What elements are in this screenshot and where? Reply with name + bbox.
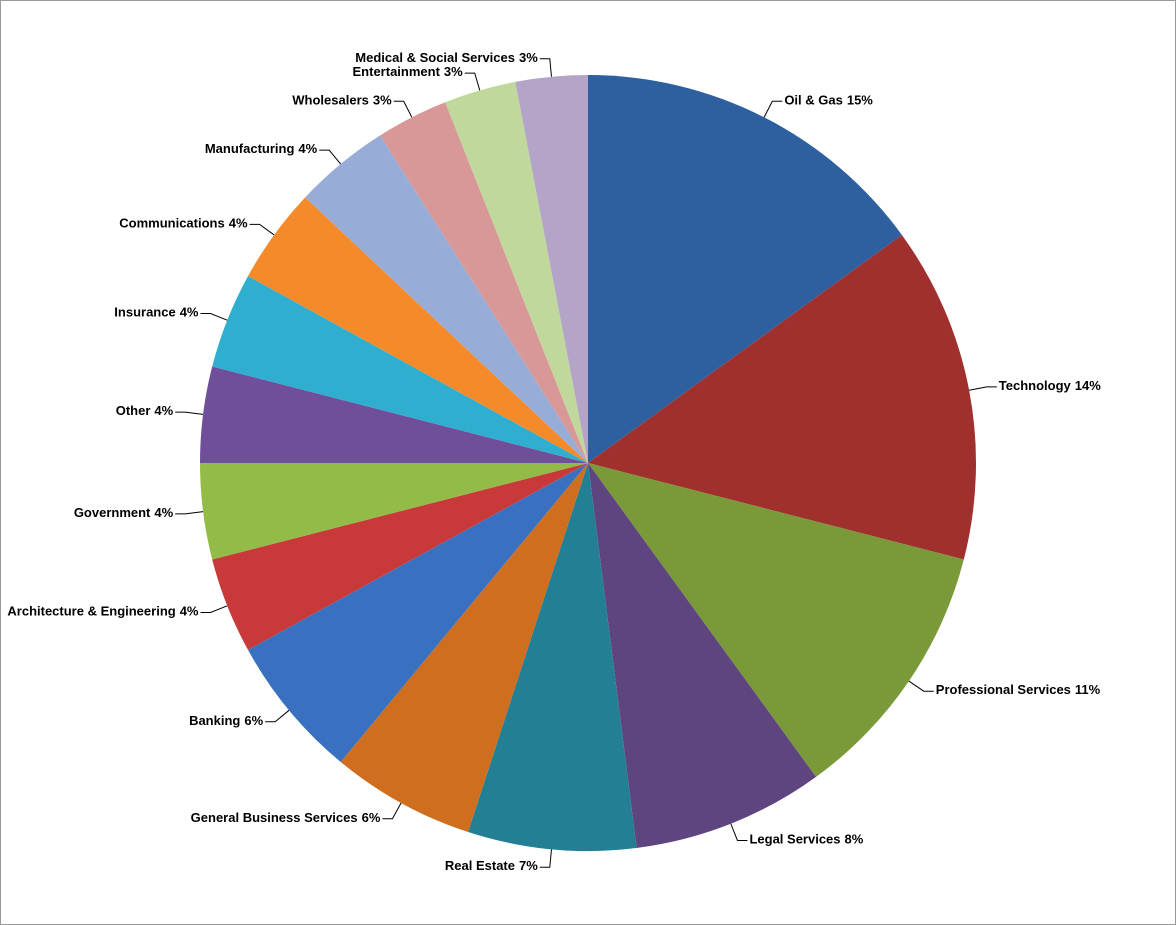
slice-label: Banking 6%: [189, 713, 264, 728]
pie-slice: [588, 463, 817, 848]
pie-slice: [200, 463, 588, 560]
pie-slice: [468, 463, 637, 851]
slice-label-name: Entertainment: [353, 65, 441, 80]
leader-line: [539, 58, 552, 77]
slice-label: Architecture & Engineering 4%: [7, 604, 199, 619]
pie-slice: [588, 234, 976, 560]
pie-slice: [588, 463, 964, 777]
slice-label-value: 3%: [519, 50, 538, 65]
slice-label-name: Real Estate: [445, 859, 515, 874]
slice-label-name: Government: [74, 505, 151, 520]
slice-label: Manufacturing 4%: [205, 142, 318, 157]
slice-label-value: 14%: [1075, 378, 1101, 393]
leader-line: [249, 223, 275, 236]
slice-label: Other 4%: [116, 404, 174, 419]
slice-label: Oil & Gas 15%: [784, 93, 873, 108]
slice-label-name: Architecture & Engineering: [7, 604, 175, 619]
slice-label: Medical & Social Services 3%: [355, 50, 538, 65]
slice-label-name: Technology: [999, 378, 1072, 393]
slice-label-value: 4%: [298, 142, 317, 157]
leader-line: [265, 709, 290, 723]
slice-label-value: 4%: [154, 505, 173, 520]
slice-label: Entertainment 3%: [353, 65, 464, 80]
slice-label-name: Professional Services: [936, 683, 1071, 698]
pie-slice: [588, 75, 902, 463]
leader-line: [382, 802, 402, 820]
pie-slice: [515, 75, 588, 463]
slice-label-name: Wholesalers: [292, 93, 369, 108]
slice-label-value: 7%: [519, 859, 538, 874]
slice-label-value: 4%: [229, 216, 248, 231]
slice-label-value: 4%: [180, 305, 199, 320]
slice-label-name: Other: [116, 404, 151, 419]
slice-label-value: 8%: [845, 832, 864, 847]
leader-line: [200, 605, 228, 613]
leader-line: [730, 823, 748, 841]
slice-label-value: 4%: [154, 404, 173, 419]
slice-label: Wholesalers 3%: [292, 93, 392, 108]
slice-label-name: Banking: [189, 713, 240, 728]
slice-label: Communications 4%: [119, 216, 248, 231]
leader-line: [464, 72, 481, 91]
pie-slice: [212, 276, 588, 463]
pie-slice: [445, 81, 588, 463]
slice-label: Government 4%: [74, 505, 174, 520]
slice-label-name: Medical & Social Services: [355, 50, 515, 65]
leader-line: [200, 313, 228, 321]
leader-line: [175, 511, 204, 515]
slice-label-name: Manufacturing: [205, 142, 295, 157]
pie-slice: [212, 463, 588, 650]
pie-slice: [305, 135, 588, 464]
slice-label-name: Oil & Gas: [784, 93, 843, 108]
slice-label-name: Insurance: [114, 305, 175, 320]
slice-label: Insurance 4%: [114, 305, 199, 320]
leader-line: [175, 411, 204, 415]
slice-label-name: Legal Services: [749, 832, 840, 847]
slice-label-name: General Business Services: [191, 810, 358, 825]
slice-label-value: 4%: [180, 604, 199, 619]
slice-label: Technology 14%: [999, 378, 1101, 393]
slice-label: Professional Services 11%: [936, 683, 1101, 698]
slice-label-value: 6%: [244, 713, 263, 728]
leader-line: [969, 386, 997, 391]
leader-line: [393, 100, 413, 118]
slice-label: General Business Services 6%: [191, 810, 381, 825]
slice-label-value: 3%: [444, 65, 463, 80]
slice-label-value: 3%: [373, 93, 392, 108]
slice-label: Legal Services 8%: [749, 832, 863, 847]
slice-label-value: 6%: [362, 810, 381, 825]
pie-slice: [340, 463, 588, 833]
pie-slice: [200, 366, 588, 463]
slice-label-value: 11%: [1075, 683, 1101, 698]
pie-slice: [247, 463, 588, 762]
leader-line: [763, 100, 783, 118]
leader-line: [539, 849, 552, 868]
pie-slice: [247, 197, 588, 463]
pie-slice: [380, 102, 588, 463]
slice-label-name: Communications: [119, 216, 224, 231]
slice-label: Real Estate 7%: [445, 859, 538, 874]
slice-label-value: 15%: [847, 93, 873, 108]
leader-line: [908, 680, 934, 692]
leader-line: [319, 149, 342, 165]
